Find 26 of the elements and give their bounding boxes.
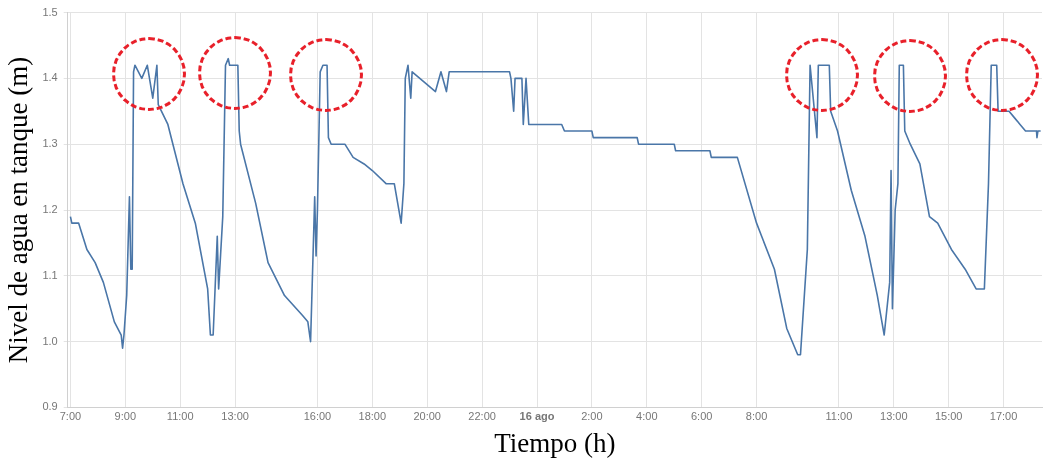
x-axis-title: Tiempo (h) [494, 427, 616, 458]
y-tick-label: 1.0 [42, 334, 58, 347]
x-tick-label: 6:00 [690, 410, 713, 423]
x-tick-label: 11:00 [825, 410, 853, 423]
x-tick-label: 13:00 [880, 410, 908, 423]
y-tick-label: 1.3 [42, 137, 58, 150]
y-tick-label: 1.5 [42, 5, 58, 18]
x-tick-label: 8:00 [745, 410, 768, 423]
y-tick-label: 1.1 [42, 268, 58, 281]
y-tick-label: 0.9 [42, 400, 58, 413]
x-tick-label: 2:00 [581, 410, 603, 423]
y-tick-label: 1.2 [42, 203, 58, 216]
x-tick-label: 4:00 [636, 410, 658, 423]
x-tick-label: 15:00 [934, 410, 963, 423]
x-tick-label: 20:00 [413, 410, 441, 423]
x-tick-label: 17:00 [989, 410, 1018, 423]
x-tick-label: 7:00 [59, 410, 82, 423]
x-tick-label: 11:00 [166, 410, 194, 423]
y-tick-label: 1.4 [42, 71, 58, 84]
x-tick-label: 22:00 [468, 410, 496, 423]
x-tick-label: 16 ago [519, 410, 555, 423]
x-tick-label: 16:00 [303, 410, 332, 423]
x-tick-label: 9:00 [114, 410, 137, 423]
x-tick-label: 18:00 [358, 410, 387, 423]
x-tick-label: 13:00 [221, 410, 249, 423]
y-axis-title: Nivel de agua en tanque (m) [3, 56, 34, 364]
